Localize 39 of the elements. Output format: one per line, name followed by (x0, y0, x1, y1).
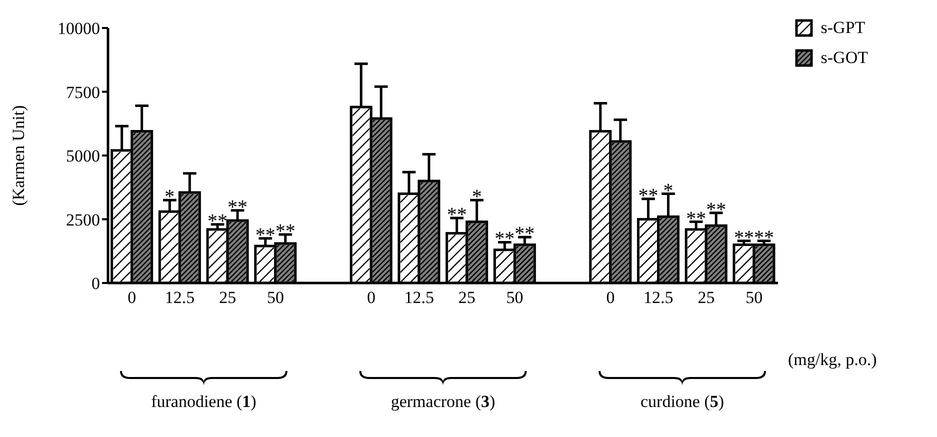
x-tick-label: 0 (606, 288, 615, 308)
x-tick-label: 25 (219, 288, 236, 308)
x-tick-label: 25 (458, 288, 476, 308)
data-label: ** (514, 223, 535, 246)
x-tick-label: 50 (506, 288, 524, 308)
text: curdione (5) (640, 392, 724, 411)
legend-label: s-GPT (820, 18, 866, 38)
x-tick-label: 25 (698, 288, 715, 308)
data-label: * (663, 180, 674, 202)
data-label: ** (734, 226, 754, 249)
text: furanodiene (1) (151, 392, 256, 411)
x-tick-label: 12.5 (643, 288, 674, 308)
x-tick-label: 50 (267, 288, 284, 308)
y-tick-label: 7500 (66, 82, 100, 102)
data-label: * (472, 186, 482, 208)
data-label: ** (638, 184, 658, 207)
legend-label: s-GOT (820, 48, 868, 68)
y-tick-label: 2500 (66, 210, 100, 230)
text: germacrone (3) (390, 392, 496, 411)
y-tick-label: 0 (92, 274, 100, 294)
unit-note: (mg/kg, p.o.) (788, 350, 877, 369)
x-tick-label: 0 (128, 288, 136, 308)
data-label: ** (706, 198, 726, 221)
data-label: ** (208, 210, 228, 232)
data-label: * (164, 186, 175, 208)
x-tick-label: 0 (366, 288, 376, 308)
data-label: ** (255, 224, 276, 246)
x-tick-label: 12.5 (404, 288, 434, 308)
x-tick-label: 12.5 (164, 288, 195, 308)
y-tick-label: 5000 (66, 146, 100, 166)
data-label: ** (228, 196, 248, 218)
y-tick-label: 10000 (58, 19, 100, 38)
data-label: ** (275, 220, 296, 243)
x-tick-label: 50 (746, 288, 763, 308)
data-label: ** (446, 204, 467, 226)
data-label: ** (686, 208, 706, 230)
data-label: ** (494, 228, 515, 250)
data-label: ** (754, 226, 774, 249)
y-axis-title: (Karmen Unit) (9, 105, 28, 206)
